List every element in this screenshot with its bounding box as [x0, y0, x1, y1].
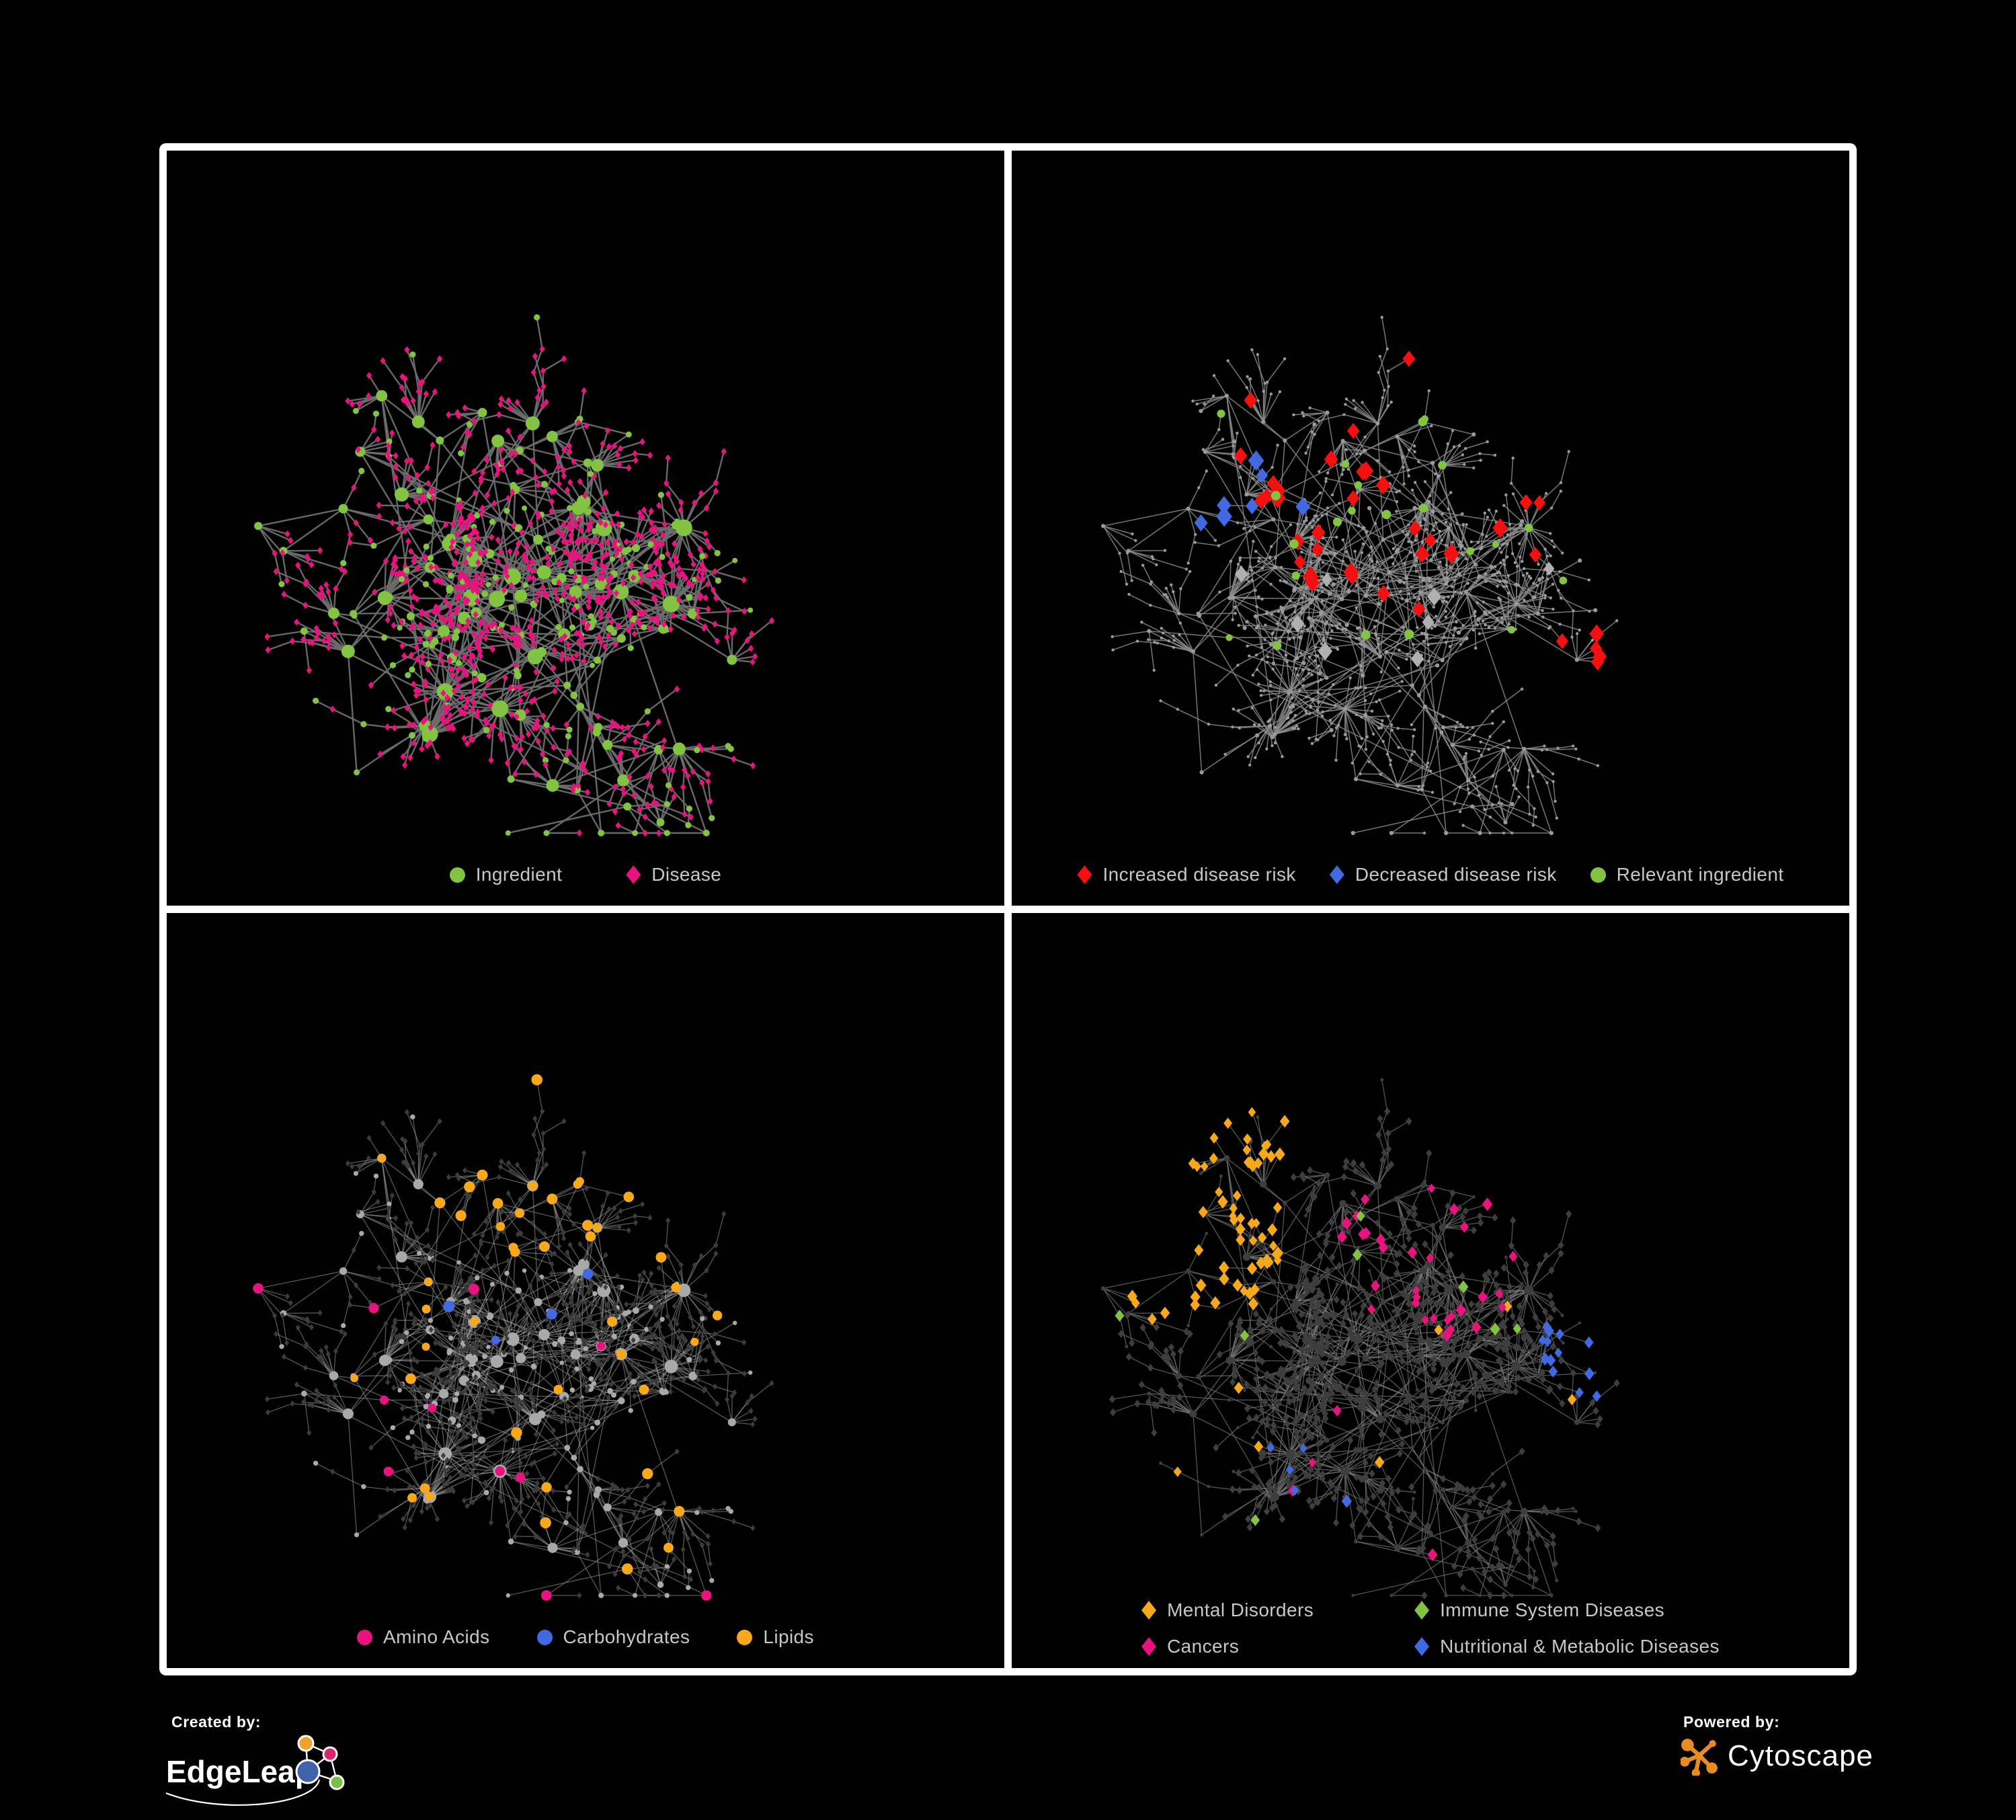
- cancers-marker-icon: [1141, 1637, 1157, 1656]
- edgeleap-node-orange: [297, 1735, 315, 1752]
- legend-disease-risk: Increased disease risk Decreased disease…: [1012, 864, 1849, 885]
- legend-label: Carbohydrates: [563, 1626, 690, 1647]
- legend-label: Relevant ingredient: [1616, 864, 1784, 885]
- legend-label: Increased disease risk: [1102, 864, 1296, 885]
- network-graph-disease-risk: [1101, 315, 1619, 836]
- legend-item-disease: Disease: [626, 864, 721, 885]
- carbohydrates-marker-icon: [536, 1629, 553, 1645]
- cytoscape-logo-icon: [1681, 1739, 1718, 1776]
- created-by-branding: Created by: EdgeLeap: [163, 1713, 385, 1815]
- panel-disease-risk-network: Increased disease risk Decreased disease…: [1012, 151, 1849, 906]
- nutritional-metabolic-marker-icon: [1414, 1637, 1430, 1656]
- relevant-ingredient-marker-icon: [1590, 867, 1606, 883]
- edgeleap-logo: EdgeLeap: [165, 1735, 345, 1806]
- edgeleap-wordmark: EdgeLeap: [166, 1754, 314, 1789]
- lipids-marker-icon: [737, 1629, 753, 1645]
- legend-disease-class: Mental Disorders Immune System Diseases …: [1141, 1599, 1720, 1657]
- network-graph-ingredient-disease: [254, 314, 775, 837]
- legend-item-lipids: Lipids: [737, 1626, 814, 1648]
- mental-disorders-marker-icon: [1141, 1601, 1157, 1620]
- legend-nutrient-class: Amino Acids Carbohydrates Lipids: [167, 1626, 1004, 1648]
- legend-label: Nutritional & Metabolic Diseases: [1440, 1636, 1720, 1657]
- ingredient-marker-icon: [449, 867, 465, 883]
- legend-item-ingredient: Ingredient: [449, 864, 563, 885]
- legend-item-amino-acids: Amino Acids: [357, 1626, 489, 1648]
- immune-diseases-marker-icon: [1414, 1601, 1430, 1620]
- legend-item-carbohydrates: Carbohydrates: [536, 1626, 690, 1648]
- panel-grid-frame: Ingredient Disease Increased disease ris…: [159, 143, 1857, 1675]
- edgeleap-node-pink: [322, 1746, 338, 1762]
- decreased-risk-marker-icon: [1329, 865, 1344, 884]
- powered-by-branding: Powered by: Cytosc: [1681, 1713, 1873, 1776]
- amino-acids-marker-icon: [357, 1629, 373, 1645]
- panel-ingredient-disease-network: Ingredient Disease: [167, 151, 1004, 906]
- legend-item-increased-risk: Increased disease risk: [1077, 864, 1295, 885]
- legend-item-relevant-ingredient: Relevant ingredient: [1590, 864, 1784, 885]
- legend-label: Disease: [651, 864, 722, 885]
- created-by-label: Created by:: [171, 1713, 261, 1731]
- legend-item-decreased-risk: Decreased disease risk: [1329, 864, 1557, 885]
- legend-item-cancers: Cancers: [1141, 1636, 1383, 1657]
- legend-label: Ingredient: [475, 864, 563, 885]
- cytoscape-lockup: Cytoscape: [1681, 1737, 1873, 1776]
- cytoscape-wordmark: Cytoscape: [1728, 1739, 1873, 1772]
- increased-risk-marker-icon: [1077, 865, 1092, 884]
- edgeleap-node-green: [329, 1774, 345, 1790]
- network-graph-disease-class: [1100, 1078, 1620, 1599]
- panel-nutrient-class-network: Amino Acids Carbohydrates Lipids: [167, 913, 1004, 1668]
- legend-item-immune-system-diseases: Immune System Diseases: [1414, 1599, 1720, 1621]
- edgeleap-logo-nodes: [295, 1735, 345, 1790]
- powered-by-label: Powered by:: [1683, 1713, 1780, 1731]
- legend-label: Lipids: [763, 1626, 814, 1647]
- legend-label: Amino Acids: [383, 1626, 490, 1647]
- legend-label: Cancers: [1167, 1636, 1240, 1657]
- legend-ingredient-disease: Ingredient Disease: [167, 864, 1004, 885]
- panel-disease-class-network: Mental Disorders Immune System Diseases …: [1012, 913, 1849, 1668]
- legend-item-mental-disorders: Mental Disorders: [1141, 1599, 1383, 1621]
- disease-marker-icon: [626, 865, 641, 884]
- legend-item-nutritional-metabolic-diseases: Nutritional & Metabolic Diseases: [1414, 1636, 1720, 1657]
- edgeleap-swoosh: [165, 1779, 321, 1806]
- legend-label: Mental Disorders: [1167, 1599, 1314, 1620]
- network-graph-nutrient-class: [253, 1074, 774, 1601]
- edgeleap-node-blue: [295, 1759, 321, 1784]
- legend-label: Decreased disease risk: [1355, 864, 1557, 885]
- legend-label: Immune System Diseases: [1440, 1599, 1665, 1620]
